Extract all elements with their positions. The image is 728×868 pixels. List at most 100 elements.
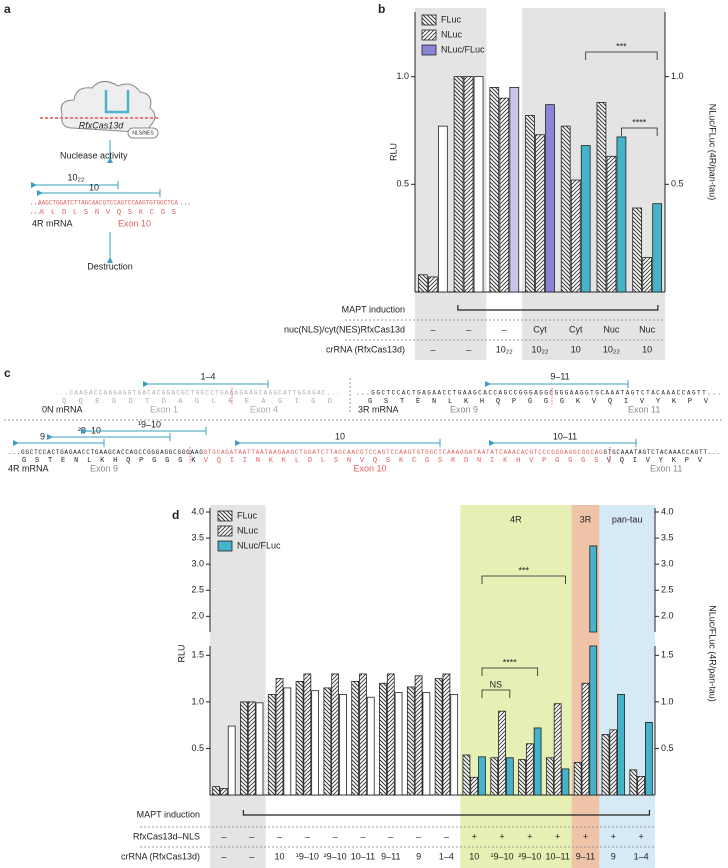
row-value: 9 [416, 851, 421, 861]
row-value: + [555, 831, 560, 841]
bar [545, 757, 554, 796]
bar [434, 678, 443, 796]
bar [525, 743, 534, 796]
bar [427, 276, 438, 293]
row-value: – [466, 344, 471, 354]
significance-bracket [481, 689, 511, 698]
bar [386, 673, 395, 796]
exon-label: Exon 10 [353, 463, 386, 473]
row-value: – [249, 851, 254, 861]
significance-label: *** [518, 565, 529, 575]
bar [267, 694, 276, 796]
significance-label: NS [490, 679, 503, 689]
row-value: – [333, 831, 338, 841]
bar [463, 76, 474, 293]
sequence-part: GTGCAAATAGTCTACAAACCAGTT... [603, 449, 720, 456]
row-value: 10 [571, 344, 581, 354]
bar [570, 179, 581, 293]
bar [323, 687, 332, 796]
bar [489, 86, 500, 293]
row-label: MAPT induction [137, 809, 200, 819]
guide-label: 10–11 [553, 431, 577, 441]
crrna [104, 90, 130, 114]
bar [414, 675, 423, 796]
row-value: – [305, 831, 310, 841]
row-value: + [499, 831, 504, 841]
step: Nuclease activity [60, 150, 128, 160]
amino-part: G S T E N L K H Q P G G G K [22, 457, 196, 465]
guide-label: 1–4 [200, 371, 215, 381]
guide-label: 10 [335, 431, 345, 441]
region-label: 3R [580, 514, 592, 524]
bar [629, 769, 638, 796]
row-value: Nuc [639, 324, 656, 334]
sequence: ...GGCTCCACTGAGAACCTGAAGCACCAGCCGGGAGGCG… [8, 449, 720, 456]
row-value: – [430, 344, 435, 354]
bar [616, 136, 627, 293]
diagram-c: 1–4 ...CAAGACCAAGAGGTGACACGGACGCTGGCCTGA… [4, 371, 724, 473]
bar [560, 125, 571, 293]
bar [255, 702, 264, 796]
row-value: – [430, 324, 435, 334]
y-tick-label: 1.0 [396, 71, 409, 81]
bar [498, 710, 506, 796]
bar [609, 729, 618, 796]
bar [601, 734, 610, 796]
bar [339, 694, 347, 796]
y2-tick-label: 4.0 [661, 506, 674, 516]
y-tick-label: 1.0 [191, 696, 204, 706]
significance-bracket [621, 127, 658, 136]
bar [212, 786, 220, 796]
bar [275, 678, 284, 796]
exon-label: Exon 9 [450, 404, 478, 414]
legend-swatch [421, 29, 437, 41]
bar [499, 97, 510, 293]
row-value: + [527, 831, 532, 841]
bar [247, 701, 256, 796]
bar [437, 125, 448, 293]
panel-label: a [4, 2, 11, 16]
bar [351, 680, 360, 796]
bar [553, 703, 562, 796]
row-value: 10₂₂ [496, 344, 514, 354]
y-tick-label: 1.5 [191, 650, 204, 660]
mrna-label: 4R mRNA [32, 218, 73, 228]
bar [462, 754, 471, 796]
row-value: 9–11 [381, 851, 400, 861]
row-value: 10 [642, 344, 652, 354]
y2-tick-label: 0.5 [661, 743, 674, 753]
guide-label: 10₂₂ [68, 172, 86, 182]
bar [478, 756, 486, 796]
bar [533, 727, 542, 796]
y2-tick-label: 3.0 [661, 559, 674, 569]
bar [442, 673, 451, 796]
row-label: crRNA (RfxCas13d) [326, 344, 405, 354]
sequence: AAGCTGGATCTTAGCAACGTCCAGTCCAAGTGTGGCTCA [38, 200, 178, 207]
significance-label: *** [616, 41, 627, 51]
bar [283, 687, 292, 796]
row-value: 10–11 [351, 851, 375, 861]
row-value: 9–11 [576, 851, 595, 861]
legend-label: FLuc [441, 14, 462, 24]
row-value: Cyt [533, 324, 547, 334]
y2-tick-label: 1.0 [671, 71, 684, 81]
bar [589, 645, 598, 796]
bar [406, 686, 415, 796]
y2-tick-label: 1.5 [661, 650, 674, 660]
sequence-part: GTGCAGATAATTAATAAGAAGCTGGATCTTAGCAACGTCC… [204, 449, 603, 456]
guide-label: ¹9–10 [138, 419, 161, 429]
bar [632, 207, 643, 293]
row-value: ¹9–10 [491, 851, 514, 861]
bar [394, 692, 403, 796]
significance-bracket [481, 667, 539, 676]
y2-axis-label: NLuc/FLuc (4R/pan-tau) [708, 104, 718, 201]
row-value: – [466, 324, 471, 334]
bar [295, 680, 304, 796]
bar [417, 274, 428, 293]
panel-label: c [4, 366, 11, 380]
tag: NLS/NES [132, 130, 154, 136]
significance-label: **** [503, 657, 518, 667]
y2-tick-label: 2.5 [661, 585, 674, 595]
bar [617, 694, 625, 796]
